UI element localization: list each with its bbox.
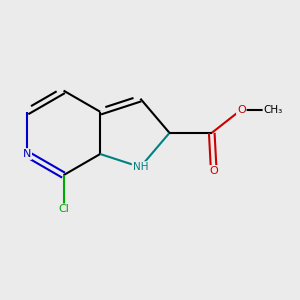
Text: O: O	[209, 166, 218, 176]
Text: Cl: Cl	[58, 204, 69, 214]
Text: N: N	[23, 149, 31, 159]
Text: NH: NH	[133, 162, 148, 172]
Text: CH₃: CH₃	[263, 105, 283, 115]
Text: O: O	[237, 105, 246, 115]
